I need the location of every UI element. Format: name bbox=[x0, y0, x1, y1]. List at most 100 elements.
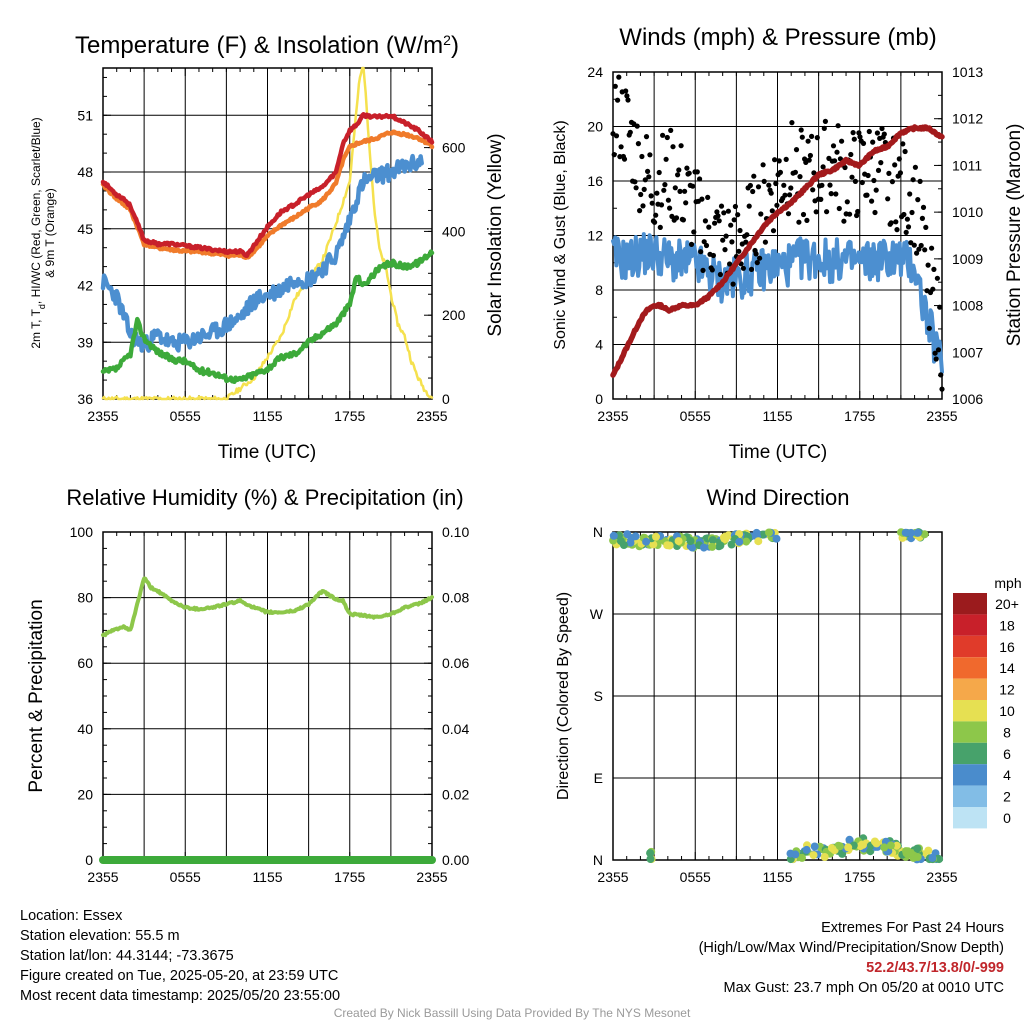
legend-label: 4 bbox=[1003, 767, 1011, 783]
gust-point bbox=[904, 216, 911, 222]
gust-point bbox=[789, 120, 795, 126]
series-dewpoint bbox=[100, 249, 435, 385]
gust-point bbox=[735, 212, 741, 218]
direction-point bbox=[646, 855, 655, 863]
gust-point bbox=[919, 215, 926, 221]
gust-point bbox=[869, 198, 875, 204]
direction-point bbox=[772, 534, 781, 543]
legend-label: 20+ bbox=[995, 596, 1019, 612]
gust-point bbox=[918, 242, 924, 249]
gust-point bbox=[712, 220, 718, 226]
gust-point bbox=[930, 286, 936, 292]
gust-point bbox=[616, 74, 622, 80]
created-text: Figure created on Tue, 2025-05-20, at 23… bbox=[20, 968, 339, 984]
gust-point bbox=[889, 179, 896, 185]
gust-point bbox=[897, 170, 904, 176]
gust-point bbox=[760, 162, 766, 168]
gust-point bbox=[747, 182, 754, 189]
gust-point bbox=[639, 153, 645, 160]
gust-point bbox=[754, 260, 760, 266]
gust-point bbox=[860, 140, 867, 146]
gust-point bbox=[647, 152, 653, 158]
temperature-panel: 2355 0555 1155 1755 235536394245485102004006… bbox=[29, 32, 506, 463]
direction-point bbox=[935, 855, 944, 864]
gust-point bbox=[842, 164, 848, 171]
gust-point bbox=[690, 183, 696, 189]
x-tick-label: 2355 bbox=[87, 869, 118, 885]
gust-point bbox=[683, 200, 689, 206]
direction-point bbox=[686, 537, 695, 545]
y-tick-label: 48 bbox=[77, 164, 93, 180]
direction-point bbox=[688, 543, 697, 552]
y2-tick-label: 1008 bbox=[952, 298, 983, 314]
gust-point bbox=[673, 215, 680, 221]
gust-point bbox=[926, 325, 932, 331]
gust-point bbox=[751, 173, 757, 179]
gust-point bbox=[805, 138, 811, 144]
gust-point bbox=[691, 229, 697, 235]
gust-point bbox=[827, 182, 833, 188]
x-tick-label: 2355 bbox=[416, 869, 447, 885]
y-axis-label-line2: & 9m T (Orange) bbox=[43, 188, 57, 278]
y-axis-label: Percent & Precipitation bbox=[26, 599, 47, 792]
gust-point bbox=[667, 205, 673, 211]
gust-point bbox=[782, 192, 788, 198]
gust-point bbox=[833, 191, 839, 197]
gust-point bbox=[776, 158, 782, 164]
gust-point bbox=[894, 227, 900, 233]
gust-point bbox=[813, 209, 819, 215]
direction-point bbox=[735, 537, 744, 546]
gust-point bbox=[657, 224, 663, 230]
extremes-values: 52.2/43.7/13.8/0/-999 bbox=[866, 960, 1004, 976]
gust-point bbox=[933, 356, 939, 362]
gust-point bbox=[879, 125, 885, 132]
direction-point bbox=[752, 528, 761, 537]
gust-point bbox=[723, 233, 729, 239]
x-tick-label: 1755 bbox=[334, 869, 365, 885]
y2-tick-label: 0.00 bbox=[442, 852, 469, 868]
x-tick-label: 1755 bbox=[844, 869, 875, 885]
gust-point bbox=[806, 157, 812, 163]
x-tick-label: 0555 bbox=[680, 869, 711, 885]
gust-point bbox=[750, 188, 756, 195]
gust-point bbox=[875, 167, 882, 173]
gust-point bbox=[830, 143, 837, 149]
gust-point bbox=[793, 147, 800, 153]
gust-point bbox=[785, 211, 792, 217]
direction-point bbox=[902, 849, 911, 858]
gust-point bbox=[680, 217, 687, 223]
gust-point bbox=[903, 229, 909, 235]
gust-point bbox=[937, 304, 943, 310]
legend-swatch bbox=[953, 593, 987, 615]
y-axis-label: Sonic Wind & Gust (Blue, Black) bbox=[552, 120, 569, 349]
y-tick-label: 36 bbox=[77, 391, 93, 407]
series-wind bbox=[611, 232, 944, 374]
legend-swatch bbox=[953, 678, 987, 700]
credit-text: Created By Nick Bassill Using Data Provi… bbox=[333, 1006, 691, 1020]
gust-point bbox=[686, 170, 692, 176]
direction-point bbox=[870, 837, 879, 846]
gust-point bbox=[804, 217, 810, 223]
y-axis-label-group: Percent & Precipitation bbox=[26, 599, 47, 792]
gust-point bbox=[857, 134, 863, 140]
gust-point bbox=[718, 203, 725, 209]
gust-point bbox=[684, 165, 690, 171]
direction-point bbox=[649, 540, 658, 549]
gust-point bbox=[809, 133, 815, 139]
gust-point bbox=[634, 123, 640, 129]
gust-point bbox=[727, 261, 733, 267]
y-axis-label-group: Sonic Wind & Gust (Blue, Black) bbox=[552, 120, 569, 349]
gust-point bbox=[773, 180, 779, 187]
gust-point bbox=[762, 239, 769, 245]
gust-point bbox=[709, 267, 715, 273]
y2-tick-label: 1007 bbox=[952, 344, 983, 360]
gust-point bbox=[923, 224, 929, 230]
gust-point bbox=[697, 176, 703, 182]
extremes-info: Extremes For Past 24 Hours (High/Low/Max… bbox=[699, 918, 1004, 998]
gust-point bbox=[855, 208, 861, 215]
direction-point bbox=[708, 542, 717, 551]
gust-point bbox=[881, 131, 887, 137]
y2-axis-label: Station Pressure (Maroon) bbox=[1004, 124, 1024, 347]
gust-point bbox=[716, 218, 722, 224]
gust-point bbox=[646, 174, 652, 180]
